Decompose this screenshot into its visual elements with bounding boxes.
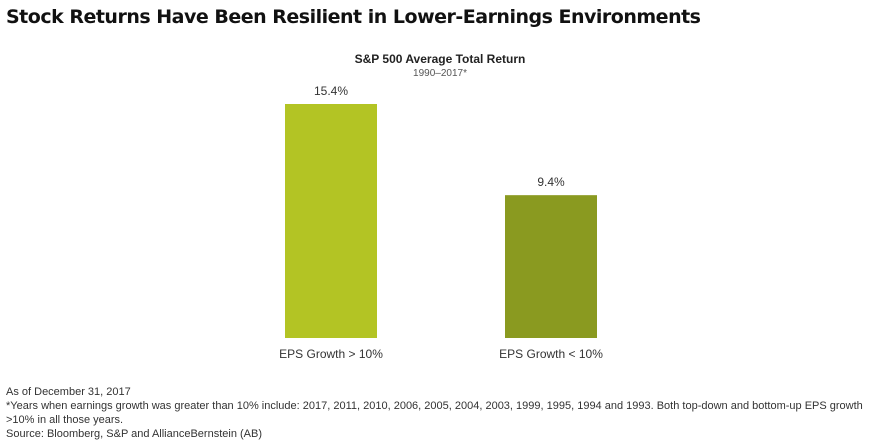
category-label-1: EPS Growth > 10% [279, 347, 383, 361]
data-label-1: 15.4% [314, 84, 348, 98]
chart-subtitle: 1990–2017* [413, 68, 467, 79]
chart-title: S&P 500 Average Total Return [354, 52, 526, 66]
as-of-note: As of December 31, 2017 [6, 386, 131, 398]
page-title: Stock Returns Have Been Resilient in Low… [6, 6, 701, 28]
footnote: *Years when earnings growth was greater … [6, 400, 863, 426]
source-note: Source: Bloomberg, S&P and AllianceBerns… [6, 428, 262, 440]
category-label-2: EPS Growth < 10% [499, 347, 603, 361]
bar-2 [505, 195, 597, 338]
data-label-2: 9.4% [537, 175, 565, 189]
bar-1 [285, 104, 377, 338]
chart-notes: As of December 31, 2017 *Years when earn… [6, 385, 866, 441]
